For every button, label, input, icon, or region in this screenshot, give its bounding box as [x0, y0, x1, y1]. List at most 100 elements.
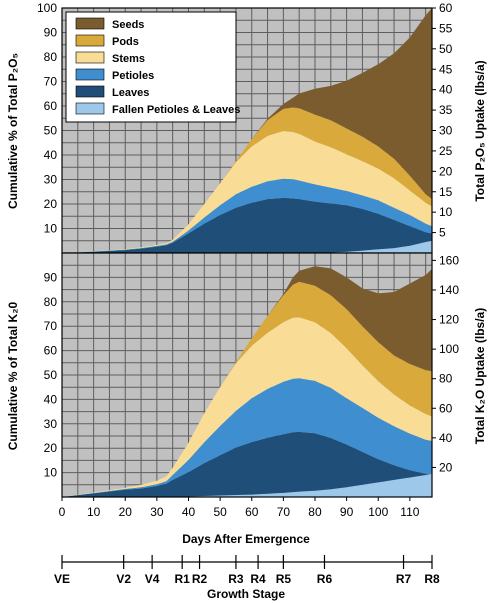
legend-entry: Pods — [112, 36, 139, 48]
p2o5-y2tick-label: 50 — [439, 42, 453, 56]
p2o5-area-fallen-petioles-leaves — [62, 240, 432, 253]
p2o5-y2tick-label: 45 — [439, 62, 453, 76]
p2o5-y2tick-label: 10 — [439, 205, 453, 219]
xtick-label: 30 — [150, 505, 164, 519]
legend-swatch — [75, 34, 105, 47]
p2o5-y2tick-label: 15 — [439, 185, 453, 199]
growth-stage-label: R2 — [192, 572, 208, 586]
x-ticks: 0 10 20 30 40 50 60 70 80 90 100 110 — [59, 497, 420, 519]
p2o5-y2tick-label: 35 — [439, 103, 453, 117]
legend-box — [65, 11, 237, 123]
k2o-areas — [62, 266, 432, 497]
legend-swatch — [75, 51, 105, 64]
k2o-ytick-label: 60 — [44, 344, 58, 358]
p2o5-ytick-label: 90 — [44, 26, 58, 40]
p2o5-ytick-label: 20 — [44, 197, 58, 211]
p2o5-y2tick-label: 60 — [439, 1, 453, 15]
top-y-axis-title: Cumulative % of Total P₂O₅ — [6, 53, 20, 209]
legend-swatch — [75, 17, 105, 30]
p2o5-areas — [62, 8, 432, 253]
p2o5-ytick-label: 50 — [44, 124, 58, 138]
k2o-area-stems — [62, 317, 432, 497]
growth-stage-label: R3 — [228, 572, 244, 586]
growth-stage-label: VE — [54, 572, 70, 586]
k2o-area-pods — [62, 281, 432, 497]
legend-entry: Petioles — [112, 70, 154, 82]
p2o5-y2tick-label: 20 — [439, 164, 453, 178]
p2o5-ytick-label: 70 — [44, 75, 58, 89]
k2o-ytick-label: 70 — [44, 319, 58, 333]
k2o-y2tick-label: 80 — [439, 372, 453, 386]
bottom-y-axis-title: Cumulative % of Total K₂0 — [6, 301, 20, 450]
xtick-label: 90 — [340, 505, 354, 519]
legend-entry: Fallen Petioles & Leaves — [112, 104, 240, 116]
legend-entry: Stems — [112, 53, 145, 65]
k2o-y2tick-label: 140 — [439, 283, 459, 297]
growth-stage-label: R6 — [317, 572, 333, 586]
growth-stage-label: V4 — [145, 572, 160, 586]
p2o5-area-petioles — [62, 178, 432, 253]
x-axis-title: Days After Emergence — [182, 532, 310, 546]
k2o-y2tick-label: 20 — [439, 460, 453, 474]
growth-stage-axis: VE V2 V4 R1 R2 R3 R4 R5 R6 R7 R8 — [54, 555, 440, 586]
k2o-y2tick-label: 120 — [439, 313, 459, 327]
k2o-ytick-label: 30 — [44, 417, 58, 431]
k2o-ytick-label: 10 — [44, 466, 58, 480]
k2o-ytick-label: 20 — [44, 441, 58, 455]
growth-stage-label: R8 — [424, 572, 440, 586]
legend-swatch — [75, 102, 105, 115]
legend-entry: Seeds — [112, 19, 144, 31]
xtick-label: 100 — [368, 505, 388, 519]
p2o5-right-ticks: 5 10 15 20 25 30 35 40 45 50 55 60 — [432, 1, 453, 240]
k2o-y2tick-label: 100 — [439, 342, 459, 356]
k2o-ytick-label: 40 — [44, 392, 58, 406]
growth-stage-label: R5 — [276, 572, 292, 586]
growth-stage-label: R7 — [396, 572, 412, 586]
bottom-y2-axis-title: Total K₂O Uptake (lbs/a) — [473, 308, 487, 444]
xtick-label: 10 — [87, 505, 101, 519]
legend: Seeds Pods Stems Petioles Leaves Fallen Petio… — [65, 11, 240, 123]
p2o5-ytick-label: 30 — [44, 173, 58, 187]
p2o5-ytick-label: 10 — [44, 222, 58, 236]
k2o-left-ticks: 10 20 30 40 50 60 70 80 90 — [44, 270, 58, 479]
legend-entry: Leaves — [112, 87, 149, 99]
p2o5-ytick-label: 40 — [44, 148, 58, 162]
xtick-label: 110 — [400, 505, 419, 519]
xtick-label: 70 — [277, 505, 291, 519]
xtick-label: 80 — [308, 505, 322, 519]
k2o-y2tick-label: 160 — [439, 253, 459, 267]
k2o-ytick-label: 50 — [44, 368, 58, 382]
xtick-label: 50 — [213, 505, 227, 519]
p2o5-y2tick-label: 40 — [439, 83, 453, 97]
k2o-ytick-label: 80 — [44, 295, 58, 309]
k2o-plot-frame — [61, 252, 433, 498]
k2o-ytick-label: 90 — [44, 270, 58, 284]
p2o5-ytick-label: 60 — [44, 99, 58, 113]
k2o-area-petioles — [62, 378, 432, 497]
k2o-area-fallen-petioles-leaves — [62, 473, 432, 497]
xtick-label: 0 — [59, 505, 66, 519]
xtick-label: 40 — [182, 505, 196, 519]
p2o5-panel: 10 20 30 40 50 60 70 80 90 100 5 10 15 20 25 30 35 40 45 50… — [37, 1, 453, 254]
growth-stage-label: R1 — [174, 572, 190, 586]
k2o-y2tick-label: 60 — [439, 401, 453, 415]
top-y2-axis-title: Total P₂O₅ Uptake (lbs/a) — [473, 60, 487, 201]
p2o5-area-leaves — [62, 197, 432, 253]
k2o-area-leaves — [62, 431, 432, 497]
p2o5-y2tick-label: 30 — [439, 124, 453, 138]
p2o5-y2tick-label: 25 — [439, 144, 453, 158]
p2o5-ytick-label: 80 — [44, 50, 58, 64]
p2o5-area-pods — [62, 107, 432, 253]
k2o-right-ticks: 20 40 60 80 100 120 140 160 — [432, 253, 459, 474]
legend-swatch — [75, 85, 105, 98]
p2o5-area-stems — [62, 131, 432, 253]
xtick-label: 20 — [119, 505, 133, 519]
k2o-panel: 10 20 30 40 50 60 70 80 90 20 40 60 80 100 120 140 160 0 1… — [44, 252, 459, 519]
growth-stage-title: Growth Stage — [207, 587, 285, 601]
growth-stage-label: R4 — [250, 572, 266, 586]
p2o5-ytick-label: 100 — [37, 1, 57, 15]
growth-stage-label: V2 — [116, 572, 131, 586]
p2o5-y2tick-label: 5 — [439, 226, 446, 240]
legend-swatch — [75, 68, 105, 81]
